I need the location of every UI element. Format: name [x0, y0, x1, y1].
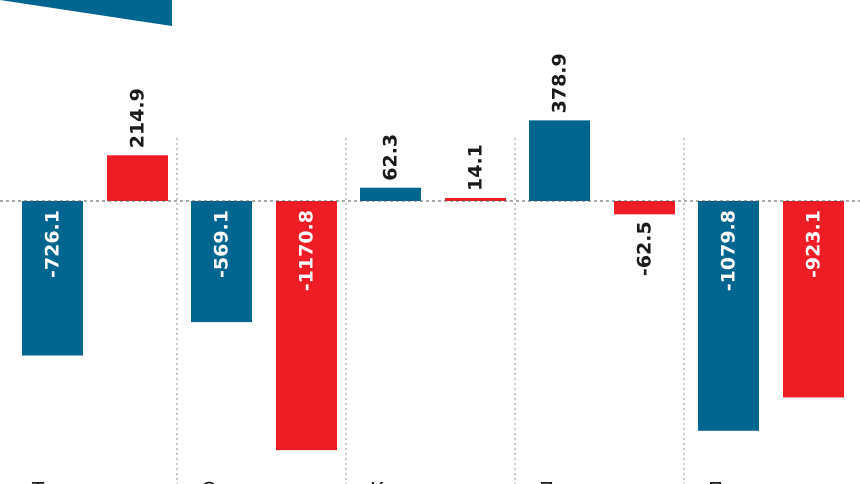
- header-banner-fragment: [0, 0, 172, 26]
- category-label: П: [539, 478, 554, 484]
- bar-value-label: -1079.8: [718, 210, 740, 291]
- bar: [529, 120, 590, 201]
- bar-value-label: 214.9: [127, 88, 149, 148]
- bar: [698, 201, 759, 431]
- bar: [614, 201, 675, 215]
- bar: [445, 197, 506, 201]
- bar-value-label: -1170.8: [296, 210, 318, 291]
- bar-value-label: 378.9: [549, 53, 571, 113]
- category-label: К: [370, 478, 384, 484]
- bars-layer: [22, 120, 844, 451]
- category-label: Т: [31, 478, 45, 484]
- bar: [191, 201, 252, 323]
- bar-value-label: 14.1: [465, 144, 487, 191]
- bar-value-label: -923.1: [803, 210, 825, 278]
- bar: [360, 187, 421, 201]
- bar-value-label: -726.1: [42, 210, 64, 278]
- category-label: С: [201, 478, 215, 484]
- bar: [22, 201, 83, 356]
- category-labels-layer: ТСКПП: [31, 478, 723, 484]
- bar-value-label: 62.3: [380, 134, 402, 181]
- bar-value-label: -62.5: [634, 221, 656, 276]
- bar-value-label: -569.1: [211, 210, 233, 278]
- bar-labels-layer: -726.1 -569.1 62.3 378.9 -1079.8 214.9 -1170.8…: [42, 53, 825, 291]
- bar: [783, 201, 844, 398]
- bar: [107, 155, 168, 201]
- category-label: П: [708, 478, 723, 484]
- category-separators: [176, 138, 685, 484]
- bar: [276, 201, 337, 451]
